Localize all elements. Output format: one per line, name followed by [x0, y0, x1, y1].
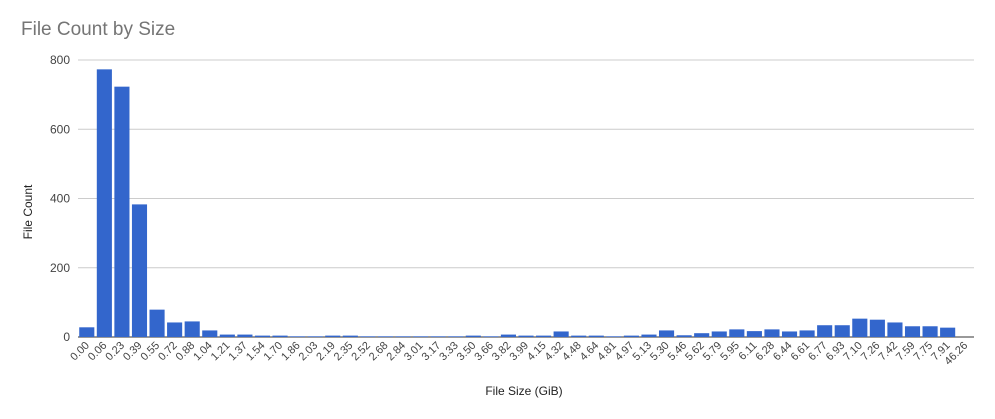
y-tick-label: 400 [50, 192, 70, 206]
bar [325, 335, 341, 337]
bar [729, 329, 745, 337]
bar [834, 325, 850, 337]
x-axis-title: File Size (GiB) [485, 384, 563, 398]
bar [676, 335, 692, 337]
bar [167, 322, 183, 337]
bar [658, 330, 675, 337]
bar [307, 336, 323, 337]
bar [272, 335, 288, 337]
bar [781, 331, 798, 337]
bar [465, 335, 481, 337]
bar [553, 331, 569, 337]
bar [518, 335, 534, 337]
bar [483, 336, 499, 337]
bar [799, 330, 815, 337]
bar [588, 335, 604, 337]
y-tick-label: 600 [50, 122, 70, 136]
bar [96, 69, 112, 337]
bar [131, 204, 148, 337]
bar [922, 326, 938, 337]
bar [413, 336, 429, 337]
bar [448, 336, 464, 337]
bar [500, 334, 516, 337]
bar [887, 322, 903, 337]
bar [940, 327, 956, 337]
bar [342, 335, 358, 337]
bar [536, 335, 552, 337]
bar [711, 331, 727, 337]
bar [114, 86, 130, 337]
bar [623, 335, 639, 337]
bar [869, 319, 885, 337]
bar [254, 335, 271, 337]
bar [746, 331, 762, 337]
bar [571, 335, 587, 337]
bar [694, 333, 710, 337]
bar [290, 336, 306, 337]
bar [377, 336, 394, 337]
bar [904, 326, 921, 337]
bar [184, 321, 200, 337]
bar [79, 327, 95, 337]
y-tick-label: 800 [50, 53, 70, 67]
chart-title: File Count by Size [21, 19, 176, 40]
bar [202, 330, 218, 337]
y-tick-label: 200 [50, 261, 70, 275]
bar [764, 329, 780, 337]
bar [430, 336, 446, 337]
y-tick-label: 0 [63, 330, 70, 344]
bar [395, 336, 411, 337]
bar [149, 309, 165, 337]
bar [360, 336, 376, 337]
bar [237, 334, 253, 337]
bar [817, 325, 833, 337]
bar [606, 336, 622, 337]
bar [852, 318, 868, 337]
bar [219, 334, 235, 337]
bar [641, 334, 657, 337]
